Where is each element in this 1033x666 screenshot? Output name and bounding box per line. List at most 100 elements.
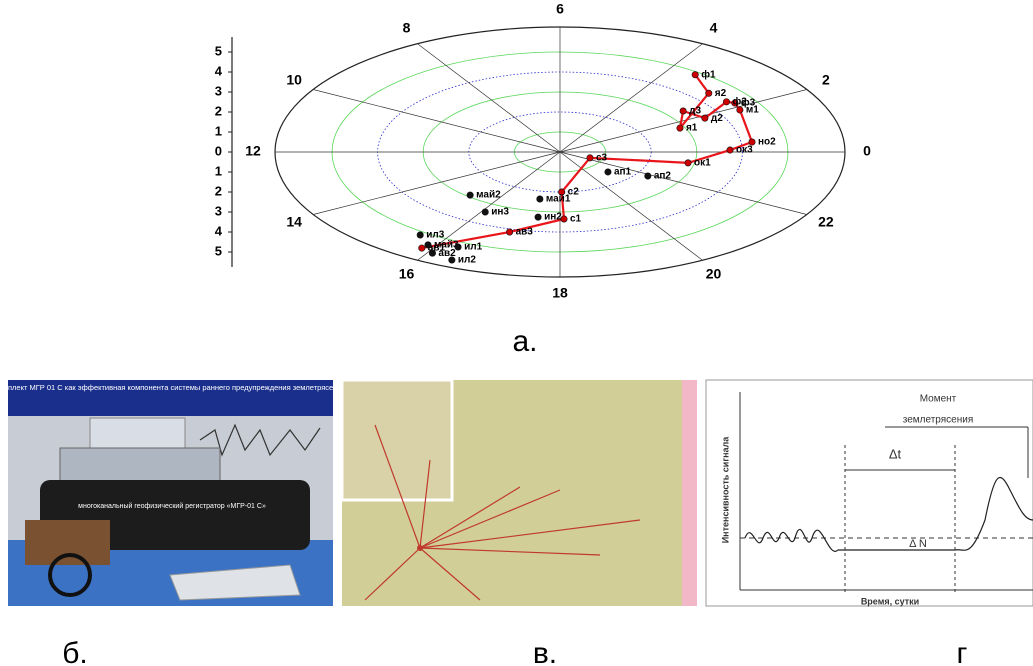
event-label: Момент [920, 394, 957, 405]
point-label: ин2 [544, 212, 562, 223]
point [705, 89, 713, 97]
point [676, 124, 684, 132]
y-tick-label: 1 [215, 123, 222, 138]
point-label: ок1 [694, 158, 711, 169]
point [466, 191, 474, 199]
y-tick-label: 0 [215, 143, 222, 158]
hour-label: 18 [552, 285, 568, 301]
point-label: д3 [689, 106, 701, 117]
device-label: многоканальный геофизический регистратор… [78, 502, 266, 510]
point-label: ок3 [736, 145, 753, 156]
point-label: ил2 [458, 255, 477, 266]
point [558, 188, 566, 196]
point-label: ил3 [426, 230, 445, 241]
y-tick-label: 1 [215, 163, 222, 178]
point-label: но2 [758, 137, 776, 148]
event-label: землетрясения [903, 415, 974, 426]
spoke [313, 89, 561, 153]
hour-label: 16 [399, 266, 415, 282]
x-axis-label: Время, сутки [861, 596, 919, 606]
spoke [559, 151, 703, 261]
point [428, 249, 436, 257]
point-label: май1 [546, 194, 571, 205]
point [644, 172, 652, 180]
point [679, 107, 687, 115]
hour-label: 6 [556, 1, 564, 17]
photo-panel: Комплект МГР 01 С как эффективная компон… [0, 380, 346, 606]
hour-label: 12 [245, 143, 261, 159]
point [506, 228, 514, 236]
point-label: май2 [476, 190, 501, 201]
point [481, 208, 489, 216]
point-label: ф2 [732, 95, 747, 107]
hour-label: 10 [286, 72, 302, 88]
point-label: май3 [434, 239, 459, 250]
spoke [559, 89, 807, 153]
point [604, 168, 612, 176]
point [586, 154, 594, 162]
point-label: ав2 [438, 248, 456, 259]
spoke [417, 43, 561, 153]
point [748, 138, 756, 146]
point-label: ав3 [516, 227, 534, 238]
hour-label: 0 [863, 143, 871, 159]
point [722, 98, 730, 106]
hour-label: 14 [286, 214, 302, 230]
y-tick-label: 3 [215, 83, 222, 98]
point-label: ф1 [701, 68, 716, 80]
caption: б. [62, 637, 88, 666]
y-tick-label: 5 [215, 43, 222, 58]
caption: г [957, 637, 968, 666]
point [560, 215, 568, 223]
photo-title: Комплект МГР 01 С как эффективная компон… [0, 383, 346, 392]
hour-label: 2 [822, 72, 830, 88]
y-tick-label: 2 [215, 183, 222, 198]
caption: в. [533, 637, 557, 666]
point [416, 231, 424, 239]
point [534, 213, 542, 221]
y-axis-label: Интенсивность сигнала [720, 436, 730, 544]
caption: а. [512, 325, 537, 358]
hour-label: 20 [706, 266, 722, 282]
y-tick-label: 4 [215, 63, 223, 78]
point [454, 243, 462, 251]
point-label: м1 [746, 105, 759, 116]
point-label: ап2 [654, 171, 672, 182]
delta-n: Δ N [909, 538, 927, 550]
signal-panel: Интенсивность сигнала Время, сутки Момен… [705, 379, 1033, 607]
delta-t: Δt [889, 446, 902, 461]
point-label: я2 [715, 88, 727, 99]
spoke [559, 151, 807, 215]
spoke [417, 151, 561, 261]
point [418, 244, 426, 252]
map-panel [340, 378, 697, 606]
y-tick-label: 2 [215, 103, 222, 118]
spoke [313, 151, 561, 215]
point-label: я1 [686, 123, 698, 134]
y-tick-label: 5 [215, 243, 222, 258]
point-label: с1 [570, 214, 582, 225]
y-tick-label: 4 [215, 223, 223, 238]
point [726, 146, 734, 154]
point-label: с3 [596, 152, 608, 163]
hour-label: 22 [818, 214, 834, 230]
hour-label: 4 [710, 20, 718, 36]
point-label: ф3 [741, 97, 756, 109]
hour-label: 8 [403, 20, 411, 36]
point [701, 114, 709, 122]
point-label: ав1 [428, 243, 446, 254]
spoke [559, 43, 703, 153]
point-label: с2 [568, 187, 580, 198]
point-label: ил1 [464, 242, 483, 253]
point-label: д2 [711, 113, 723, 124]
point-label: ап1 [614, 167, 632, 178]
y-tick-label: 3 [215, 203, 222, 218]
point-label: ин3 [491, 207, 509, 218]
point [424, 241, 432, 249]
point [448, 256, 456, 264]
point [731, 99, 739, 107]
point [736, 106, 744, 114]
